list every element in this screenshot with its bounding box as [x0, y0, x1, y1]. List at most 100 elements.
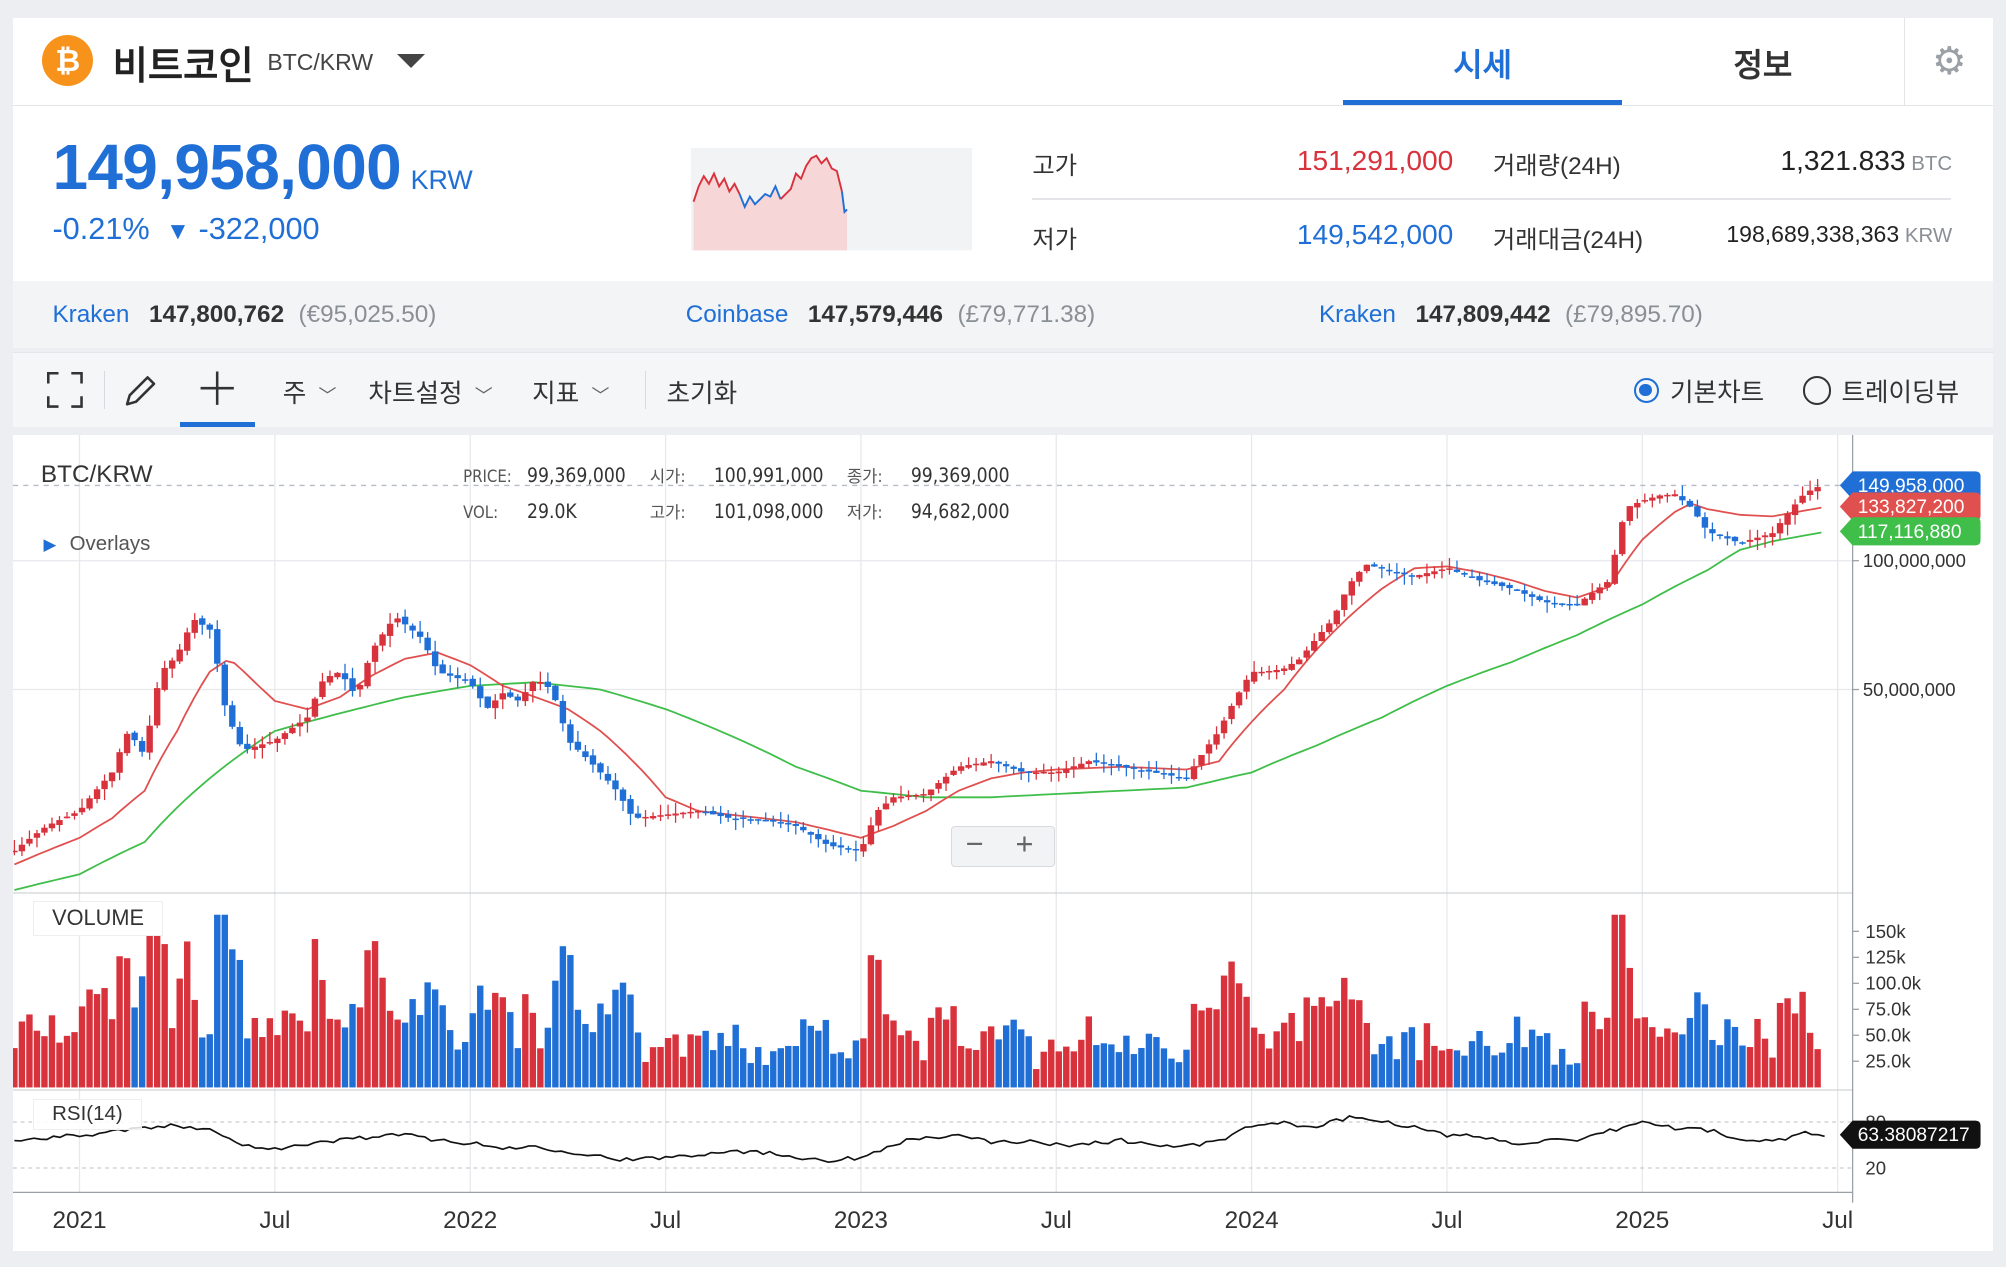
candle-body — [1100, 762, 1107, 764]
volume-bar — [1573, 1063, 1581, 1088]
volume-bar — [1536, 1035, 1543, 1088]
y-tick-label: 100,000,000 — [1863, 550, 1966, 571]
volume-bar — [409, 999, 416, 1088]
basic-chart-radio[interactable]: 기본차트 — [1633, 372, 1765, 409]
legend-open-label: 시가: — [649, 467, 686, 487]
volume-bar — [1062, 1046, 1070, 1088]
settings-gear-icon[interactable]: ⚙ — [1903, 17, 1995, 105]
volume-bar — [1400, 1032, 1408, 1088]
stat-volume-unit: BTC — [1911, 151, 1953, 175]
candle-body — [559, 700, 566, 724]
volume-bar — [1716, 1045, 1723, 1088]
candle-body — [1686, 500, 1693, 507]
candle-body — [1633, 502, 1641, 508]
crosshair-tool[interactable] — [180, 353, 255, 427]
candle-body — [1754, 537, 1761, 541]
volume-bar — [852, 1040, 859, 1088]
candle-body — [1791, 504, 1799, 516]
volume-bars — [12, 914, 1821, 1088]
exchange-price: 147,579,446 — [807, 300, 944, 328]
volume-bar — [627, 994, 634, 1088]
overlays-toggle[interactable]: ▶ Overlays — [43, 532, 150, 556]
tab-price[interactable]: 시세 — [1343, 18, 1623, 105]
tab-info[interactable]: 정보 — [1622, 18, 1903, 105]
volume-bar — [1122, 1035, 1130, 1088]
volume-bar — [446, 1030, 454, 1088]
candle-body — [1273, 669, 1280, 673]
volume-bar — [529, 1012, 536, 1088]
candle-body — [281, 733, 288, 739]
volume-bar — [12, 1048, 18, 1088]
x-tick-label: Jul — [1822, 1207, 1853, 1234]
change-absolute: -322,000 — [198, 211, 320, 247]
zoom-in-button[interactable]: + — [1015, 826, 1034, 862]
trading-view-label: 트레이딩뷰 — [1841, 378, 1960, 407]
volume-bar — [1799, 991, 1806, 1088]
candle-body — [1701, 517, 1708, 528]
exchange-item[interactable]: Kraken 147,800,762 (€95,025.50) — [52, 301, 436, 329]
candle-body — [476, 686, 484, 699]
candle-body — [1558, 603, 1566, 605]
basic-chart-label: 기본차트 — [1670, 378, 1765, 407]
zoom-controls: − + — [950, 826, 1055, 867]
price-tag: 133,827,200 — [1839, 492, 1981, 521]
exchange-foreign-price: (€95,025.50) — [298, 300, 437, 328]
volume-bar — [1596, 1029, 1603, 1088]
candle-body — [1370, 564, 1378, 567]
candle-body — [1423, 573, 1430, 577]
volume-bar — [1453, 1050, 1460, 1088]
volume-bar — [1130, 1053, 1137, 1088]
play-triangle-icon: ▶ — [43, 535, 57, 555]
volume-bar — [980, 1031, 987, 1088]
chart-settings-button[interactable]: 차트설정 ﹀ — [368, 373, 492, 410]
candle-body — [762, 819, 769, 822]
exchange-item[interactable]: Kraken 147,809,442 (£79,895.70) — [1319, 301, 1703, 329]
price-tag-shape — [1839, 471, 1981, 500]
reset-button[interactable]: 초기화 — [666, 380, 738, 409]
volume-bar — [814, 1030, 822, 1088]
candle-body — [1446, 568, 1453, 570]
candle-body — [93, 789, 101, 799]
exchange-item[interactable]: Coinbase 147,579,446 (£79,771.38) — [686, 301, 1096, 329]
volume-bar — [1626, 967, 1633, 1088]
candle-body — [792, 823, 799, 826]
candle-body — [927, 789, 935, 796]
price-tag-label: 63.38087217 — [1858, 1125, 1970, 1146]
volume-bar — [860, 1038, 867, 1088]
price-chart[interactable]: 2021 Jul 2022 Jul 2023 Jul 2024 Jul 2025 Jul 100,0… — [12, 434, 1993, 1251]
rsi-line — [14, 1115, 1825, 1163]
candle-body — [844, 848, 852, 850]
volume-bar — [1438, 1050, 1445, 1088]
indicators-label: 지표 — [532, 380, 580, 409]
zoom-out-button[interactable]: − — [965, 826, 984, 862]
candle-body — [784, 822, 792, 825]
volume-bar — [176, 978, 183, 1088]
exchange-name: Kraken — [1318, 300, 1396, 328]
candle-body — [882, 803, 889, 810]
volume-bar — [1693, 992, 1701, 1088]
volume-label: VOLUME — [33, 900, 163, 937]
x-tick-label: 2023 — [834, 1207, 888, 1234]
candle-body — [221, 664, 228, 706]
indicators-button[interactable]: 지표 ﹀ — [532, 373, 609, 410]
volume-bar — [1168, 1058, 1175, 1088]
volume-bar — [78, 1006, 86, 1088]
volume-bar — [1415, 1060, 1423, 1088]
change-percent: -0.21% — [52, 211, 150, 247]
trading-view-radio[interactable]: 트레이딩뷰 — [1802, 372, 1960, 409]
coin-dropdown-icon[interactable] — [396, 53, 425, 68]
stat-amount-label: 거래대금(24H) — [1492, 227, 1644, 255]
volume-bar — [612, 989, 619, 1088]
candle-body — [1348, 581, 1355, 596]
pencil-icon[interactable] — [122, 371, 160, 409]
x-tick-label: 2025 — [1615, 1207, 1669, 1234]
candle-body — [138, 740, 146, 752]
period-select[interactable]: 주 ﹀ — [283, 373, 337, 410]
volume-bar — [1055, 1051, 1062, 1088]
volume-bar — [732, 1024, 739, 1088]
candle-body — [551, 685, 559, 701]
volume-bar — [1431, 1045, 1438, 1088]
fullscreen-icon[interactable] — [47, 371, 84, 408]
candle-body — [461, 679, 469, 681]
volume-bar — [1678, 1034, 1686, 1088]
